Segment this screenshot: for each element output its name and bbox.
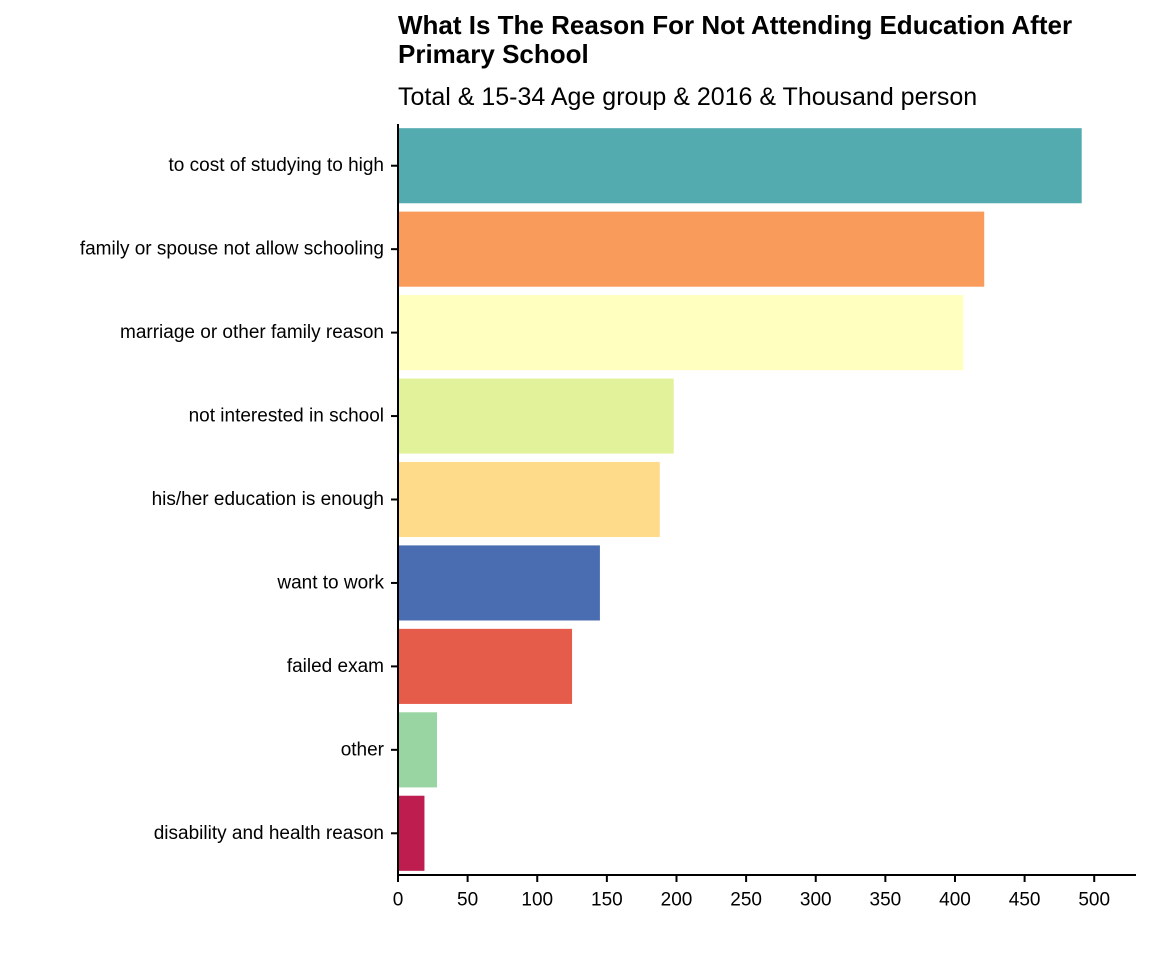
bar-9 — [398, 795, 425, 871]
x-tick-label: 200 — [661, 890, 693, 911]
bar-2 — [398, 211, 985, 287]
y-tick-label: failed exam — [287, 656, 384, 677]
x-tick-label: 100 — [521, 890, 553, 911]
chart-subtitle: Total & 15-34 Age group & 2016 & Thousan… — [398, 83, 978, 111]
bar-6 — [398, 545, 600, 621]
x-tick-label: 350 — [870, 890, 902, 911]
y-tick-label: not interested in school — [189, 406, 384, 427]
x-tick-label: 450 — [1009, 890, 1041, 911]
y-tick-label: other — [341, 739, 385, 760]
x-tick-label: 150 — [591, 890, 623, 911]
x-tick-label: 0 — [393, 890, 404, 911]
bar-8 — [398, 712, 437, 788]
bar-3 — [398, 295, 964, 371]
x-tick-label: 50 — [457, 890, 478, 911]
bar-1 — [398, 128, 1082, 204]
x-tick-label: 300 — [800, 890, 832, 911]
y-tick-label: want to work — [276, 572, 384, 593]
bars-layer — [398, 128, 1082, 871]
bar-5 — [398, 461, 660, 538]
x-tick-label: 500 — [1078, 890, 1110, 911]
chart-title: What Is The Reason For Not Attending Edu… — [398, 10, 1073, 69]
y-tick-label: to cost of studying to high — [169, 155, 384, 176]
y-tick-label: his/her education is enough — [152, 489, 384, 510]
y-tick-label: marriage or other family reason — [120, 322, 384, 343]
x-axis: 0 50 100 150 200 250 300 350 400 450 500 — [393, 874, 1136, 911]
bar-7 — [398, 628, 573, 704]
bar-4 — [398, 378, 674, 454]
y-axis: to cost of studying to high family or spo… — [80, 124, 399, 876]
x-tick-label: 400 — [939, 890, 971, 911]
y-tick-label: disability and health reason — [154, 823, 384, 844]
y-tick-label: family or spouse not allow schooling — [80, 239, 384, 260]
x-tick-label: 250 — [730, 890, 762, 911]
